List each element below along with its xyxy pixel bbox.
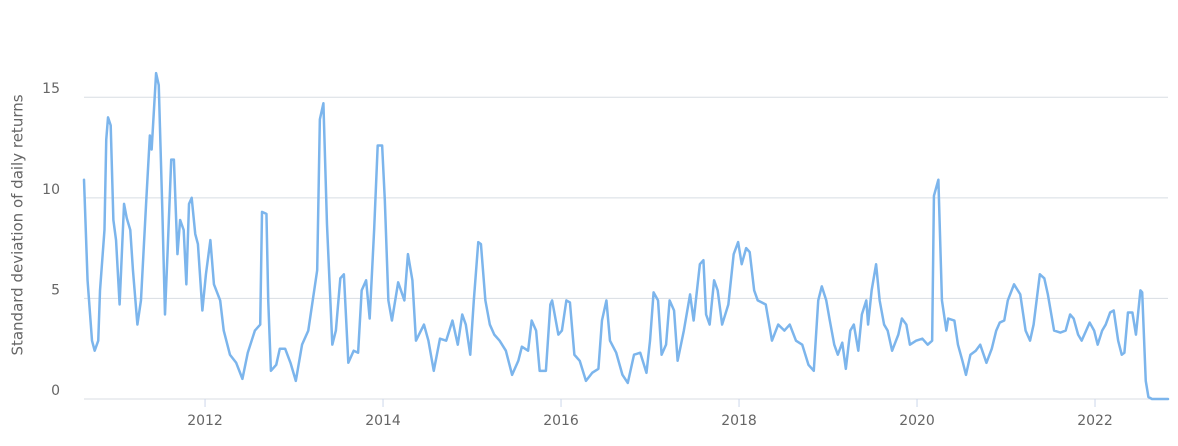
y-tick-label: 10 [42,182,60,198]
plot-area [82,71,1170,401]
x-tick-label: 2018 [721,413,757,429]
x-tick-label: 2016 [543,413,579,429]
data-line [82,71,1170,401]
x-tick-label: 2012 [187,413,223,429]
grid [84,96,1168,400]
y-tick-label: 5 [51,282,60,298]
x-axis: 2012 2014 2016 2018 2020 2022 [187,399,1113,429]
y-axis: 0 5 10 15 [42,81,60,399]
x-tick-label: 2022 [1077,413,1113,429]
y-tick-label: 15 [42,81,60,97]
y-tick-label: 0 [51,383,60,399]
y-axis-title: Standard deviation of daily returns [9,94,27,355]
x-tick-label: 2020 [899,413,935,429]
x-tick-label: 2014 [365,413,401,429]
